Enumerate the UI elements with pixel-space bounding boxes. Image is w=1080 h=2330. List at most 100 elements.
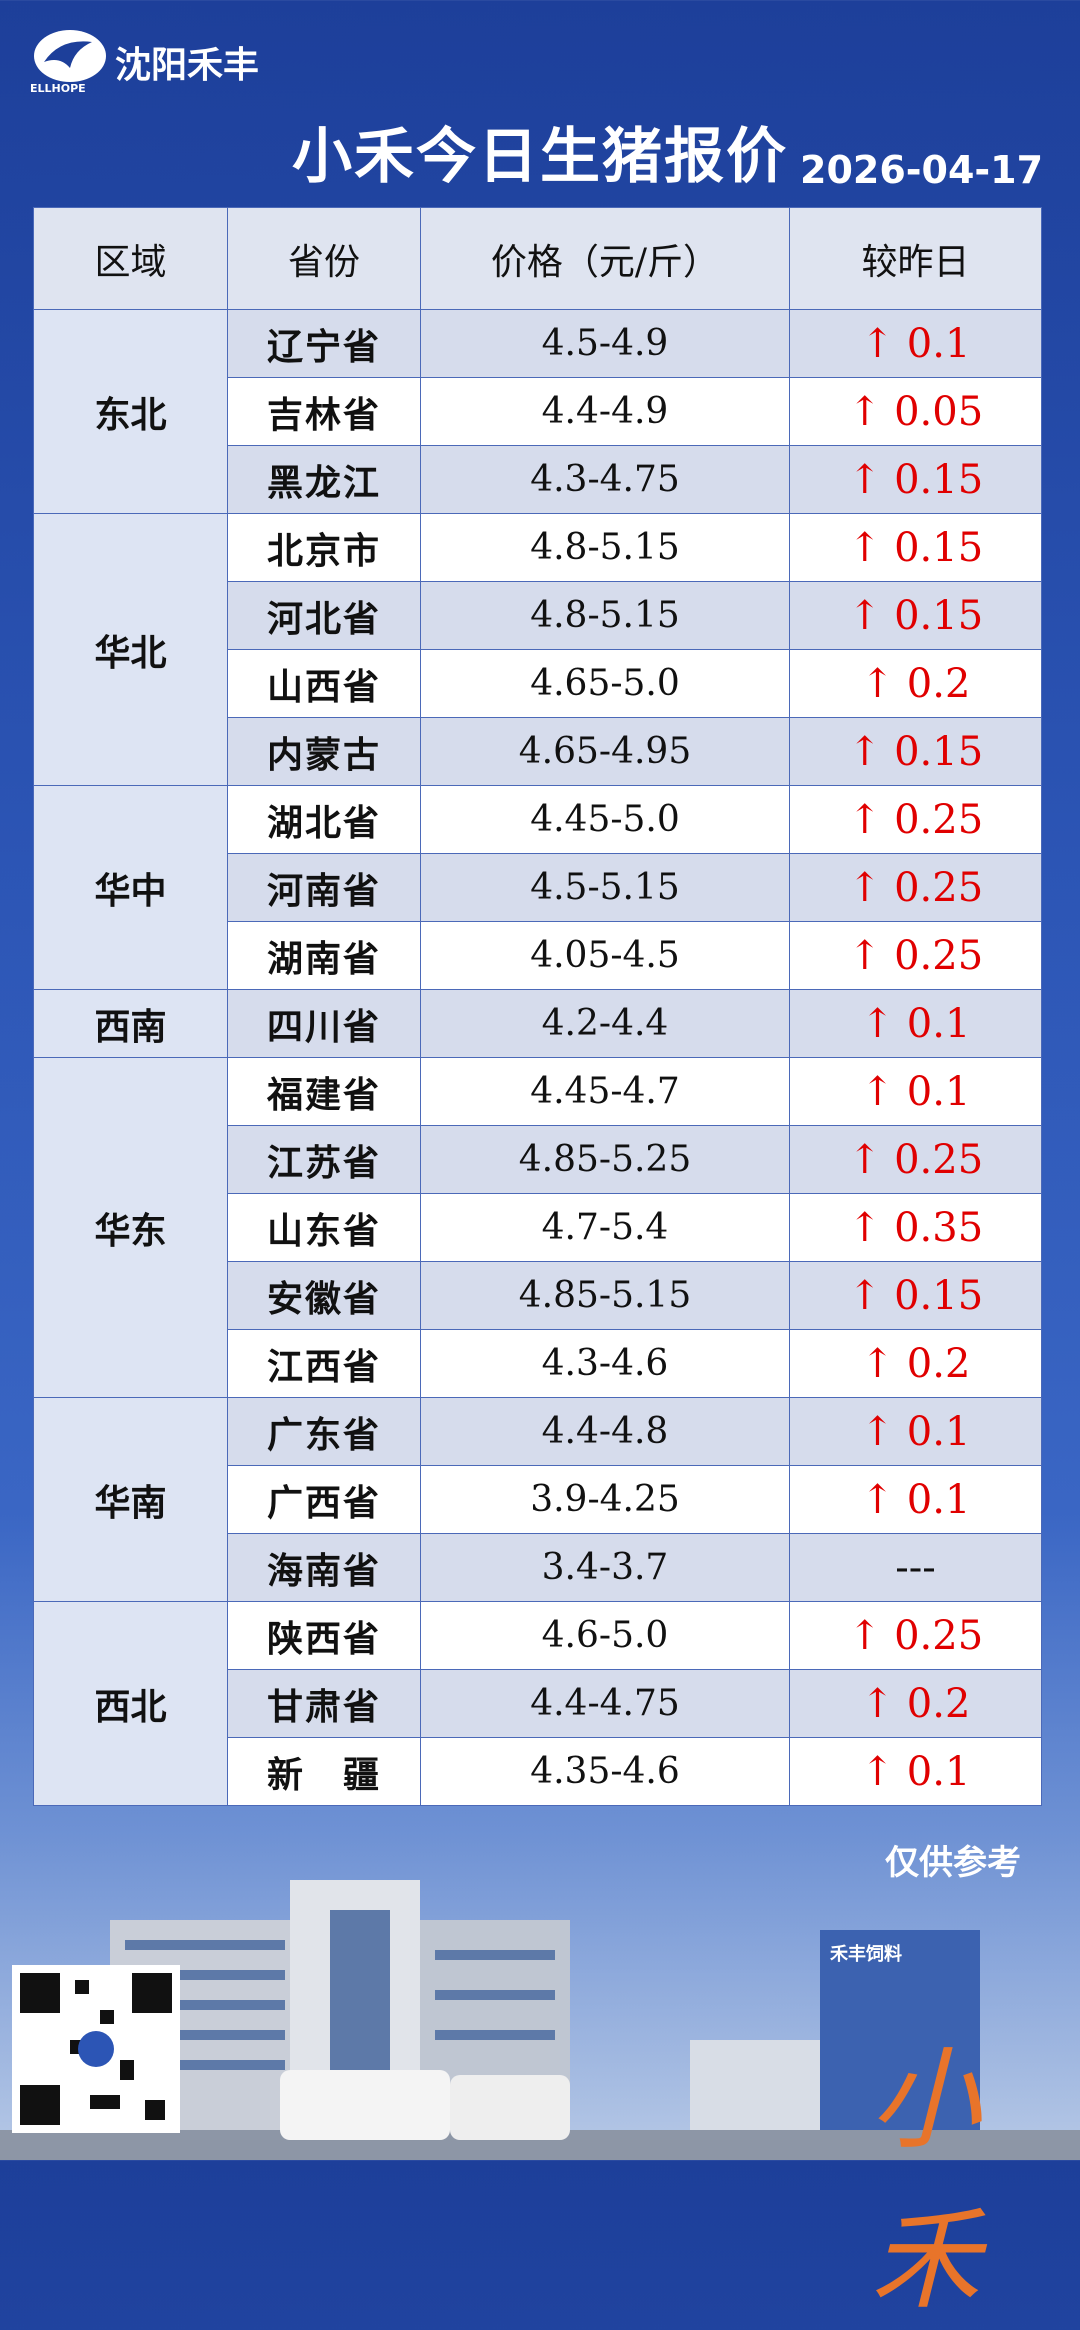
table-row: 甘肃省 4.4-4.75 ↑ 0.2 bbox=[34, 1669, 1042, 1738]
price-cell: 4.3-4.75 bbox=[420, 445, 790, 514]
change-cell: ↑ 0.15 bbox=[789, 1261, 1042, 1330]
price-cell: 3.4-3.7 bbox=[420, 1533, 790, 1602]
table-row: 东北 辽宁省 4.5-4.9 ↑ 0.1 bbox=[33, 309, 1042, 514]
change-cell: ↑ 0.25 bbox=[789, 853, 1042, 922]
column-header: 较昨日 bbox=[789, 207, 1042, 310]
table-row: 西北 陕西省 4.6-5.0 ↑ 0.25 bbox=[33, 1601, 1042, 1806]
table-row: 山西省 4.65-5.0 ↑ 0.2 bbox=[34, 649, 1042, 718]
province-cell: 山东省 bbox=[227, 1193, 421, 1262]
change-cell: ↑ 0.1 bbox=[789, 309, 1042, 378]
price-cell: 3.9-4.25 bbox=[420, 1465, 790, 1534]
province-cell: 广西省 bbox=[227, 1465, 421, 1534]
price-cell: 4.4-4.9 bbox=[420, 377, 790, 446]
title: 小禾今日生猪报价 bbox=[292, 122, 788, 192]
price-cell: 4.45-4.7 bbox=[420, 1057, 790, 1126]
price-cell: 4.35-4.6 bbox=[420, 1737, 790, 1806]
table-row: 华北 北京市 4.8-5.15 ↑ 0.15 bbox=[33, 513, 1042, 786]
table-row: 海南省 3.4-3.7 --- bbox=[34, 1533, 1042, 1602]
change-cell: --- bbox=[789, 1533, 1042, 1602]
scenery bbox=[0, 1880, 1080, 2160]
province-cell: 江西省 bbox=[227, 1329, 421, 1398]
price-cell: 4.45-5.0 bbox=[420, 785, 790, 854]
change-cell: ↑ 0.2 bbox=[789, 1669, 1042, 1738]
price-cell: 4.85-5.15 bbox=[420, 1261, 790, 1330]
province-cell: 安徽省 bbox=[227, 1261, 421, 1330]
table-row: 新 疆 4.35-4.6 ↑ 0.1 bbox=[34, 1737, 1042, 1806]
price-cell: 4.4-4.8 bbox=[420, 1397, 790, 1466]
table-row: 内蒙古 4.65-4.95 ↑ 0.15 bbox=[34, 717, 1042, 786]
table-row: 江西省 4.3-4.6 ↑ 0.2 bbox=[34, 1329, 1042, 1398]
price-table: 区域 省份 价格（元/斤） 较昨日 东北 辽宁省 4.5-4.9 ↑ 0.1 吉林省 4.4-4.… bbox=[33, 207, 1042, 1806]
province-cell: 黑龙江 bbox=[227, 445, 421, 514]
table-row: 河北省 4.8-5.15 ↑ 0.15 bbox=[34, 581, 1042, 650]
province-cell: 河北省 bbox=[227, 581, 421, 650]
change-cell: ↑ 0.1 bbox=[789, 1397, 1042, 1466]
region-cell: 华东 bbox=[33, 1057, 228, 1398]
province-cell: 江苏省 bbox=[227, 1125, 421, 1194]
table-row: 广西省 3.9-4.25 ↑ 0.1 bbox=[34, 1465, 1042, 1534]
table-row: 吉林省 4.4-4.9 ↑ 0.05 bbox=[34, 377, 1042, 446]
change-cell: ↑ 0.1 bbox=[789, 989, 1042, 1058]
region-cell: 西北 bbox=[33, 1601, 228, 1806]
price-cell: 4.8-5.15 bbox=[420, 581, 790, 650]
price-cell: 4.3-4.6 bbox=[420, 1329, 790, 1398]
change-cell: ↑ 0.05 bbox=[789, 377, 1042, 446]
note: 仅供参考 bbox=[885, 1843, 1021, 1883]
price-cell: 4.5-5.15 bbox=[420, 853, 790, 922]
price-cell: 4.85-5.25 bbox=[420, 1125, 790, 1194]
logo-icon bbox=[34, 30, 106, 82]
change-cell: ↑ 0.25 bbox=[789, 921, 1042, 990]
table-row: 安徽省 4.85-5.15 ↑ 0.15 bbox=[34, 1261, 1042, 1330]
table-row: 江苏省 4.85-5.25 ↑ 0.25 bbox=[34, 1125, 1042, 1194]
price-cell: 4.05-4.5 bbox=[420, 921, 790, 990]
date: 2026-04-17 bbox=[800, 148, 1044, 192]
province-cell: 辽宁省 bbox=[227, 309, 421, 378]
price-cell: 4.7-5.4 bbox=[420, 1193, 790, 1262]
province-cell: 陕西省 bbox=[227, 1601, 421, 1670]
price-cell: 4.2-4.4 bbox=[420, 989, 790, 1058]
price-cell: 4.4-4.75 bbox=[420, 1669, 790, 1738]
province-cell: 四川省 bbox=[227, 989, 421, 1058]
province-cell: 山西省 bbox=[227, 649, 421, 718]
column-header: 省份 bbox=[227, 207, 421, 310]
region-cell: 东北 bbox=[33, 309, 228, 514]
table-row: 山东省 4.7-5.4 ↑ 0.35 bbox=[34, 1193, 1042, 1262]
change-cell: ↑ 0.1 bbox=[789, 1057, 1042, 1126]
table-row: 华中 湖北省 4.45-5.0 ↑ 0.25 bbox=[33, 785, 1042, 990]
change-cell: ↑ 0.15 bbox=[789, 717, 1042, 786]
region-cell: 华中 bbox=[33, 785, 228, 990]
province-cell: 福建省 bbox=[227, 1057, 421, 1126]
change-cell: ↑ 0.15 bbox=[789, 445, 1042, 514]
province-cell: 广东省 bbox=[227, 1397, 421, 1466]
change-cell: ↑ 0.1 bbox=[789, 1465, 1042, 1534]
province-cell: 湖北省 bbox=[227, 785, 421, 854]
column-header: 区域 bbox=[33, 207, 228, 310]
price-cell: 4.8-5.15 bbox=[420, 513, 790, 582]
province-cell: 新 疆 bbox=[227, 1737, 421, 1806]
brand-sub: ELLHOPE bbox=[30, 82, 86, 95]
region-cell: 华北 bbox=[33, 513, 228, 786]
province-cell: 海南省 bbox=[227, 1533, 421, 1602]
province-cell: 河南省 bbox=[227, 853, 421, 922]
table-row: 华东 福建省 4.45-4.7 ↑ 0.1 bbox=[33, 1057, 1042, 1398]
brush-logo: 小禾 bbox=[870, 2036, 980, 2324]
region-cell: 华南 bbox=[33, 1397, 228, 1602]
change-cell: ↑ 0.25 bbox=[789, 785, 1042, 854]
province-cell: 吉林省 bbox=[227, 377, 421, 446]
change-cell: ↑ 0.2 bbox=[789, 649, 1042, 718]
change-cell: ↑ 0.15 bbox=[789, 513, 1042, 582]
change-cell: ↑ 0.25 bbox=[789, 1601, 1042, 1670]
table-row: 华南 广东省 4.4-4.8 ↑ 0.1 bbox=[33, 1397, 1042, 1602]
price-cell: 4.6-5.0 bbox=[420, 1601, 790, 1670]
table-row: 西南 四川省 4.2-4.4 ↑ 0.1 bbox=[33, 989, 1042, 1058]
table-row: 河南省 4.5-5.15 ↑ 0.25 bbox=[34, 853, 1042, 922]
change-cell: ↑ 0.1 bbox=[789, 1737, 1042, 1806]
column-header: 价格（元/斤） bbox=[420, 207, 790, 310]
change-cell: ↑ 0.35 bbox=[789, 1193, 1042, 1262]
price-cell: 4.65-5.0 bbox=[420, 649, 790, 718]
province-cell: 湖南省 bbox=[227, 921, 421, 990]
price-cell: 4.65-4.95 bbox=[420, 717, 790, 786]
change-cell: ↑ 0.15 bbox=[789, 581, 1042, 650]
province-cell: 甘肃省 bbox=[227, 1669, 421, 1738]
brand: 沈阳禾丰 bbox=[115, 45, 260, 86]
